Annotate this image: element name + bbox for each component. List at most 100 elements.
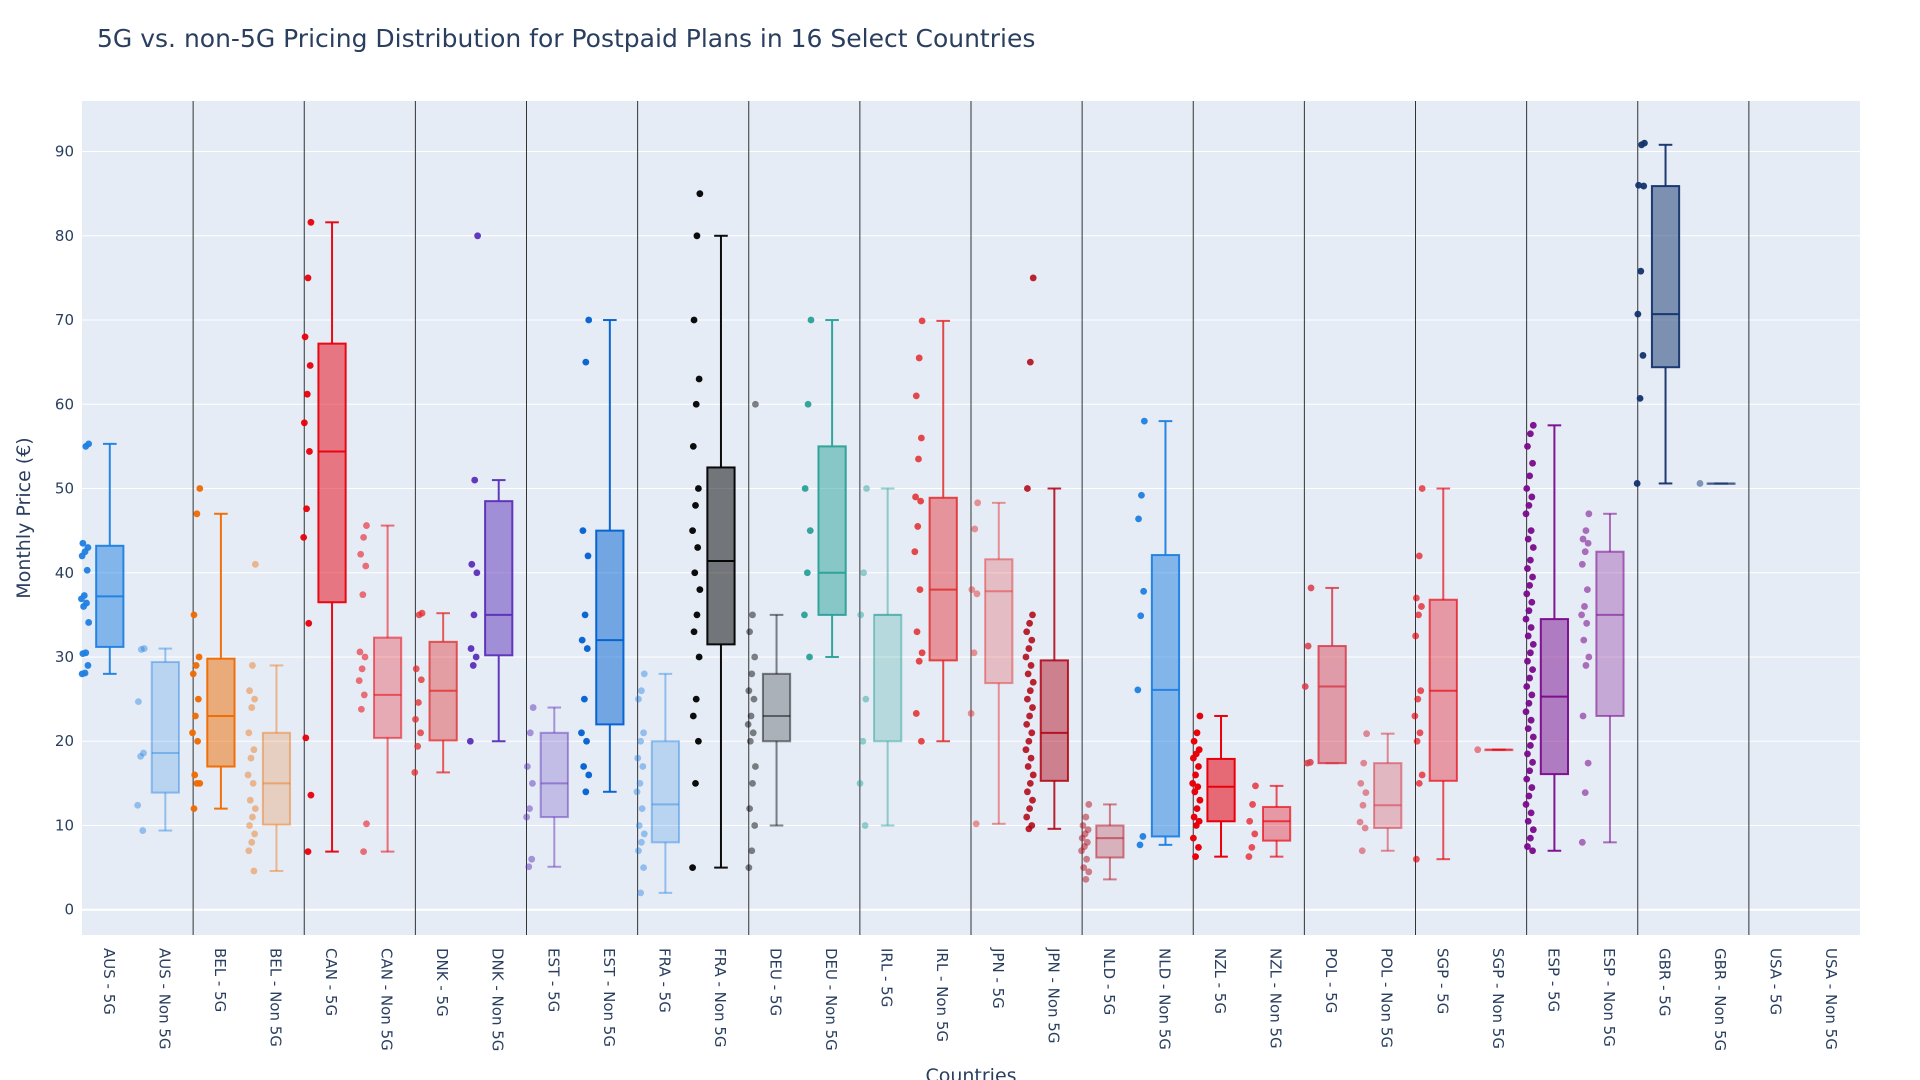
point	[190, 805, 198, 813]
point	[1415, 779, 1423, 787]
point	[1138, 491, 1145, 499]
point	[1529, 640, 1537, 648]
point	[526, 805, 533, 813]
point	[528, 855, 536, 863]
box-iqr	[484, 500, 514, 657]
x-tick-label: CAN - 5G	[322, 948, 340, 1016]
x-tick-label: USA - Non 5G	[1822, 948, 1840, 1050]
point	[1585, 510, 1593, 518]
point	[1029, 704, 1036, 711]
point	[468, 560, 476, 568]
point	[1304, 759, 1311, 767]
point	[585, 316, 593, 324]
point	[1411, 712, 1419, 720]
point	[1136, 841, 1144, 849]
y-tick-label-20: 20	[55, 732, 74, 750]
box-deu-5g	[706, 234, 736, 869]
point	[1029, 771, 1037, 779]
point	[801, 611, 808, 619]
point	[250, 746, 258, 754]
point	[913, 628, 921, 636]
point	[690, 628, 698, 636]
box-iqr	[1595, 550, 1625, 717]
point	[135, 698, 142, 706]
box-usa-5g	[1650, 143, 1681, 485]
point	[918, 317, 926, 325]
point	[1526, 674, 1534, 682]
point	[467, 645, 475, 652]
point	[1027, 754, 1035, 762]
point	[1192, 771, 1199, 779]
x-tick-label: NLD - Non 5G	[1155, 948, 1173, 1050]
point	[806, 527, 814, 535]
point	[244, 771, 252, 779]
point	[968, 586, 976, 594]
point	[247, 754, 255, 762]
box-can-5g	[317, 221, 347, 853]
point	[1029, 678, 1037, 686]
point	[860, 569, 868, 577]
point	[134, 801, 142, 809]
point	[1522, 801, 1530, 808]
point	[1357, 779, 1365, 787]
point	[526, 729, 534, 737]
point	[1025, 825, 1033, 833]
point	[751, 653, 759, 661]
point	[77, 595, 85, 603]
point	[523, 813, 531, 821]
point	[689, 864, 696, 872]
box-nzl-5g	[1150, 420, 1181, 846]
point	[1191, 788, 1199, 796]
point	[912, 493, 919, 501]
point	[803, 569, 811, 577]
point	[248, 704, 256, 711]
point	[307, 791, 315, 799]
point	[189, 729, 196, 737]
point	[80, 603, 87, 610]
point	[1529, 544, 1537, 551]
point	[1525, 699, 1533, 707]
point	[972, 820, 980, 828]
point	[1022, 653, 1030, 661]
y-tick-label-0: 0	[64, 901, 74, 919]
point	[1529, 573, 1536, 581]
point	[1024, 788, 1031, 796]
x-tick-label: DNK - 5G	[433, 948, 451, 1017]
point	[245, 847, 253, 855]
point	[1140, 587, 1148, 595]
point	[692, 779, 699, 787]
point	[1084, 826, 1092, 834]
point	[358, 665, 366, 673]
point	[862, 695, 870, 703]
point	[1023, 813, 1031, 821]
box-jpn-non-5g	[984, 501, 1014, 825]
point	[917, 737, 925, 745]
point	[1528, 784, 1536, 791]
point	[582, 358, 590, 366]
point	[640, 830, 648, 838]
point	[640, 864, 647, 872]
point	[689, 527, 696, 535]
point	[1248, 843, 1256, 851]
point	[251, 560, 259, 568]
box-pol-5g	[1206, 714, 1236, 858]
point	[1192, 822, 1200, 829]
box-gbr-5g	[1539, 424, 1570, 852]
point	[1190, 813, 1198, 821]
point	[1245, 853, 1253, 861]
point	[1524, 725, 1532, 733]
point	[355, 677, 363, 684]
point	[1529, 758, 1536, 766]
box-iqr	[1261, 805, 1292, 842]
point	[1246, 817, 1254, 825]
point	[1135, 515, 1142, 523]
point	[915, 657, 923, 665]
point	[752, 400, 759, 408]
point	[689, 712, 697, 720]
point	[1529, 826, 1537, 834]
point	[246, 796, 254, 804]
point	[1026, 779, 1034, 787]
point	[806, 653, 813, 661]
point	[248, 838, 256, 846]
point	[1024, 485, 1031, 492]
